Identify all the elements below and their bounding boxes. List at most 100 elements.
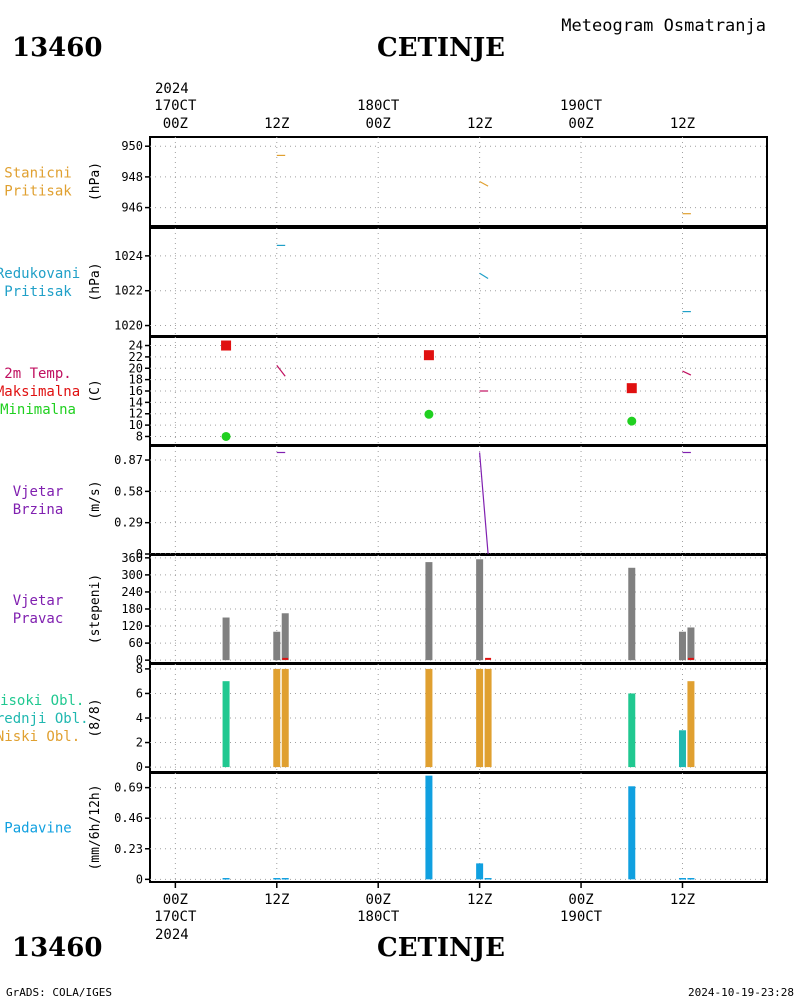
y-tick-label: 0.23	[114, 842, 143, 856]
panel-wind-speed: 0 0.29 0.58 0.87 (m/s) Vjetar Brzina	[13, 445, 768, 561]
timestamp-label: 2024-10-19-23:28	[688, 986, 794, 999]
y-tick-label: 14	[129, 395, 143, 409]
bottom-time-label: 00Z	[366, 892, 391, 908]
bar	[678, 878, 686, 880]
panel-wind-direction: 0 60 120 180 240 300 360 (stepeni) Vjetar Pravac	[13, 551, 768, 667]
top-date-label: 170CT	[154, 98, 197, 114]
panel-label: Niski Obl.	[0, 729, 80, 745]
y-tick-label: 0	[136, 872, 143, 886]
panel-frame	[149, 445, 768, 555]
red-mark	[485, 657, 492, 660]
y-tick-label: 22	[129, 350, 143, 364]
tmin-marker	[221, 431, 231, 441]
bar	[687, 681, 695, 768]
y-tick-label: 8	[136, 662, 143, 676]
panel-label: Padavine	[4, 821, 71, 837]
y-tick-label: 2	[136, 736, 143, 750]
tmin-marker	[627, 416, 637, 426]
y-tick-label: 0.46	[114, 811, 143, 825]
bottom-date-label: 170CT	[154, 909, 197, 925]
panel-frame	[149, 663, 768, 773]
bar	[222, 681, 230, 768]
top-year-label: 2024	[155, 81, 189, 97]
chart-title: Meteogram Osmatranja	[561, 16, 766, 36]
bar	[687, 878, 695, 880]
y-tick-label: 20	[129, 361, 143, 375]
bottom-year-label: 2024	[155, 927, 189, 943]
top-date-label: 180CT	[357, 98, 400, 114]
panel-label: Vjetar	[13, 484, 64, 500]
y-tick-label: 0.29	[114, 516, 143, 530]
tmin-marker	[424, 409, 434, 419]
top-time-label: 12Z	[670, 116, 695, 132]
tmax-marker	[221, 340, 232, 351]
y-tick-label: 1020	[114, 319, 143, 333]
y-tick-label: 4	[136, 711, 143, 725]
bar	[425, 562, 433, 661]
y-axis-label: (hPa)	[88, 262, 103, 301]
y-tick-label: 60	[129, 636, 143, 650]
bar	[476, 668, 484, 768]
credit-label: GrADS: COLA/IGES	[6, 986, 112, 999]
top-time-label: 00Z	[366, 116, 391, 132]
y-axis-label: (hPa)	[88, 162, 103, 201]
series-line	[276, 365, 286, 377]
station-name-bottom: CETINJE	[377, 933, 505, 963]
bar	[273, 878, 281, 880]
bar	[687, 627, 695, 661]
panel-clouds: 0 2 4 6 8 (8/8) Visoki Obl. Srednji Obl. Niski O…	[0, 662, 768, 774]
tmax-marker	[626, 383, 637, 394]
y-axis-label: (8/8)	[88, 698, 103, 737]
y-tick-label: 300	[121, 568, 143, 582]
bar	[273, 631, 281, 661]
y-tick-label: 950	[121, 139, 143, 153]
top-date-label: 190CT	[560, 98, 603, 114]
y-tick-label: 1024	[114, 249, 143, 263]
y-tick-label: 12	[129, 407, 143, 421]
bar	[484, 668, 492, 768]
y-tick-label: 180	[121, 602, 143, 616]
y-tick-label: 6	[136, 686, 143, 700]
bar	[628, 786, 636, 880]
station-name-top: CETINJE	[377, 33, 505, 63]
y-axis-label: (stepeni)	[88, 574, 103, 644]
y-tick-label: 16	[129, 384, 143, 398]
bar	[281, 613, 289, 661]
y-tick-label: 24	[129, 339, 143, 353]
panel-label: Stanicni	[4, 166, 71, 182]
y-tick-label: 360	[121, 551, 143, 565]
y-axis-label: (C)	[88, 379, 103, 402]
y-tick-label: 1022	[114, 284, 143, 298]
bar	[425, 775, 433, 880]
bar	[484, 878, 492, 880]
panel-precipitation: 0 0.23 0.46 0.69 (mm/6h/12h) Padavine	[4, 772, 768, 886]
panel-frame	[149, 136, 768, 227]
series-line	[682, 370, 692, 376]
bottom-date-label: 180CT	[357, 909, 400, 925]
y-tick-label: 0.69	[114, 781, 143, 795]
panel-label: Vjetar	[13, 593, 64, 609]
bar	[476, 863, 484, 880]
panel-label: Minimalna	[0, 402, 76, 418]
panel-label: Pritisak	[4, 184, 72, 200]
panel-label: Pritisak	[4, 284, 72, 300]
panel-label: 2m Temp.	[4, 366, 71, 382]
bar	[678, 631, 686, 661]
panel-frame	[149, 554, 768, 664]
y-axis-label: (m/s)	[88, 480, 103, 519]
bar	[628, 567, 636, 661]
red-mark	[282, 657, 289, 660]
panel-frame	[149, 772, 768, 883]
top-time-label: 12Z	[467, 116, 492, 132]
station-id-bottom: 13460	[12, 933, 102, 963]
y-tick-label: 948	[121, 170, 143, 184]
y-tick-label: 8	[136, 429, 143, 443]
panels: 946948950(hPa)StanicniPritisak1020102210…	[0, 136, 768, 886]
y-tick-label: 0	[136, 547, 143, 561]
bottom-date-label: 190CT	[560, 909, 603, 925]
top-time-label: 00Z	[568, 116, 593, 132]
panel-label: Pravac	[13, 611, 64, 627]
